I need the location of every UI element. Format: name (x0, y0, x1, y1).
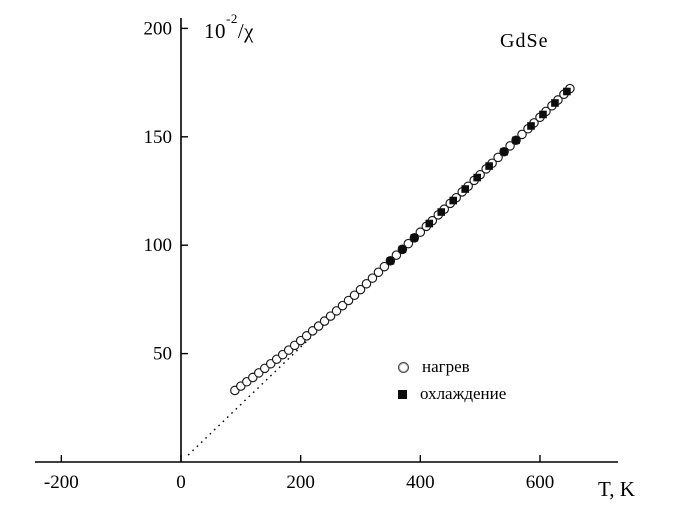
data-point-cooling (527, 122, 535, 130)
data-point-cooling (449, 196, 458, 205)
data-point-heating (373, 267, 384, 278)
data-point-cooling (539, 110, 547, 119)
legend-label: охлаждение (420, 384, 507, 403)
legend: нагрев охлаждение (398, 357, 506, 404)
x-tick-label: 0 (176, 472, 186, 493)
filled-square-icon (398, 389, 407, 399)
data-point-cooling (551, 99, 559, 107)
data-point-heating (415, 227, 426, 237)
data-point-cooling (485, 162, 493, 170)
x-axis-label: T, K (598, 477, 635, 501)
data-point-heating (391, 250, 402, 260)
x-tick-label: 400 (406, 472, 435, 493)
data-point-heating (343, 295, 354, 306)
data-point-heating (505, 141, 515, 151)
legend-label: нагрев (422, 357, 470, 376)
data-point-heating (367, 273, 378, 283)
data-point-heating (337, 300, 348, 311)
y-tick-label: 50 (153, 344, 172, 365)
plot-title: GdSe (500, 30, 549, 52)
data-point-heating (493, 152, 503, 163)
x-tick-label: 200 (286, 472, 315, 493)
data-point-heating (517, 129, 527, 140)
legend-item-heating: нагрев (398, 357, 506, 377)
data-point-cooling (410, 234, 419, 242)
data-point-heating (331, 306, 342, 316)
data-point-cooling (398, 245, 407, 254)
data-point-heating (313, 321, 324, 331)
data-point-cooling (437, 208, 446, 216)
open-circle-icon (398, 361, 409, 373)
y-axis-label-suffix: /χ (237, 19, 254, 43)
y-axis-label-base: 10 (204, 19, 226, 43)
data-point-heating (301, 331, 312, 341)
data-point-cooling (461, 185, 469, 193)
legend-item-cooling: охлаждение (398, 384, 506, 404)
data-point-heating (349, 290, 360, 301)
data-point-cooling (512, 136, 520, 145)
data-point-heating (361, 279, 372, 289)
data-point-cooling (500, 147, 508, 156)
data-point-cooling (386, 257, 395, 265)
x-tick-label: 600 (526, 472, 555, 493)
y-axis-label-exponent: -2 (226, 10, 238, 26)
data-point-cooling (473, 173, 481, 182)
x-tick-label: -200 (44, 472, 79, 493)
y-tick-label: 200 (144, 18, 173, 39)
data-point-heating (319, 316, 330, 326)
data-point-cooling (425, 219, 434, 228)
y-tick-label: 100 (144, 235, 173, 256)
y-axis-label: 10-2/χ (204, 11, 254, 44)
data-point-heating (403, 238, 414, 249)
data-point-heating (325, 311, 336, 321)
data-point-heating (379, 261, 390, 272)
data-point-cooling (563, 87, 571, 96)
data-point-heating (355, 284, 366, 295)
y-tick-label: 150 (144, 127, 173, 148)
